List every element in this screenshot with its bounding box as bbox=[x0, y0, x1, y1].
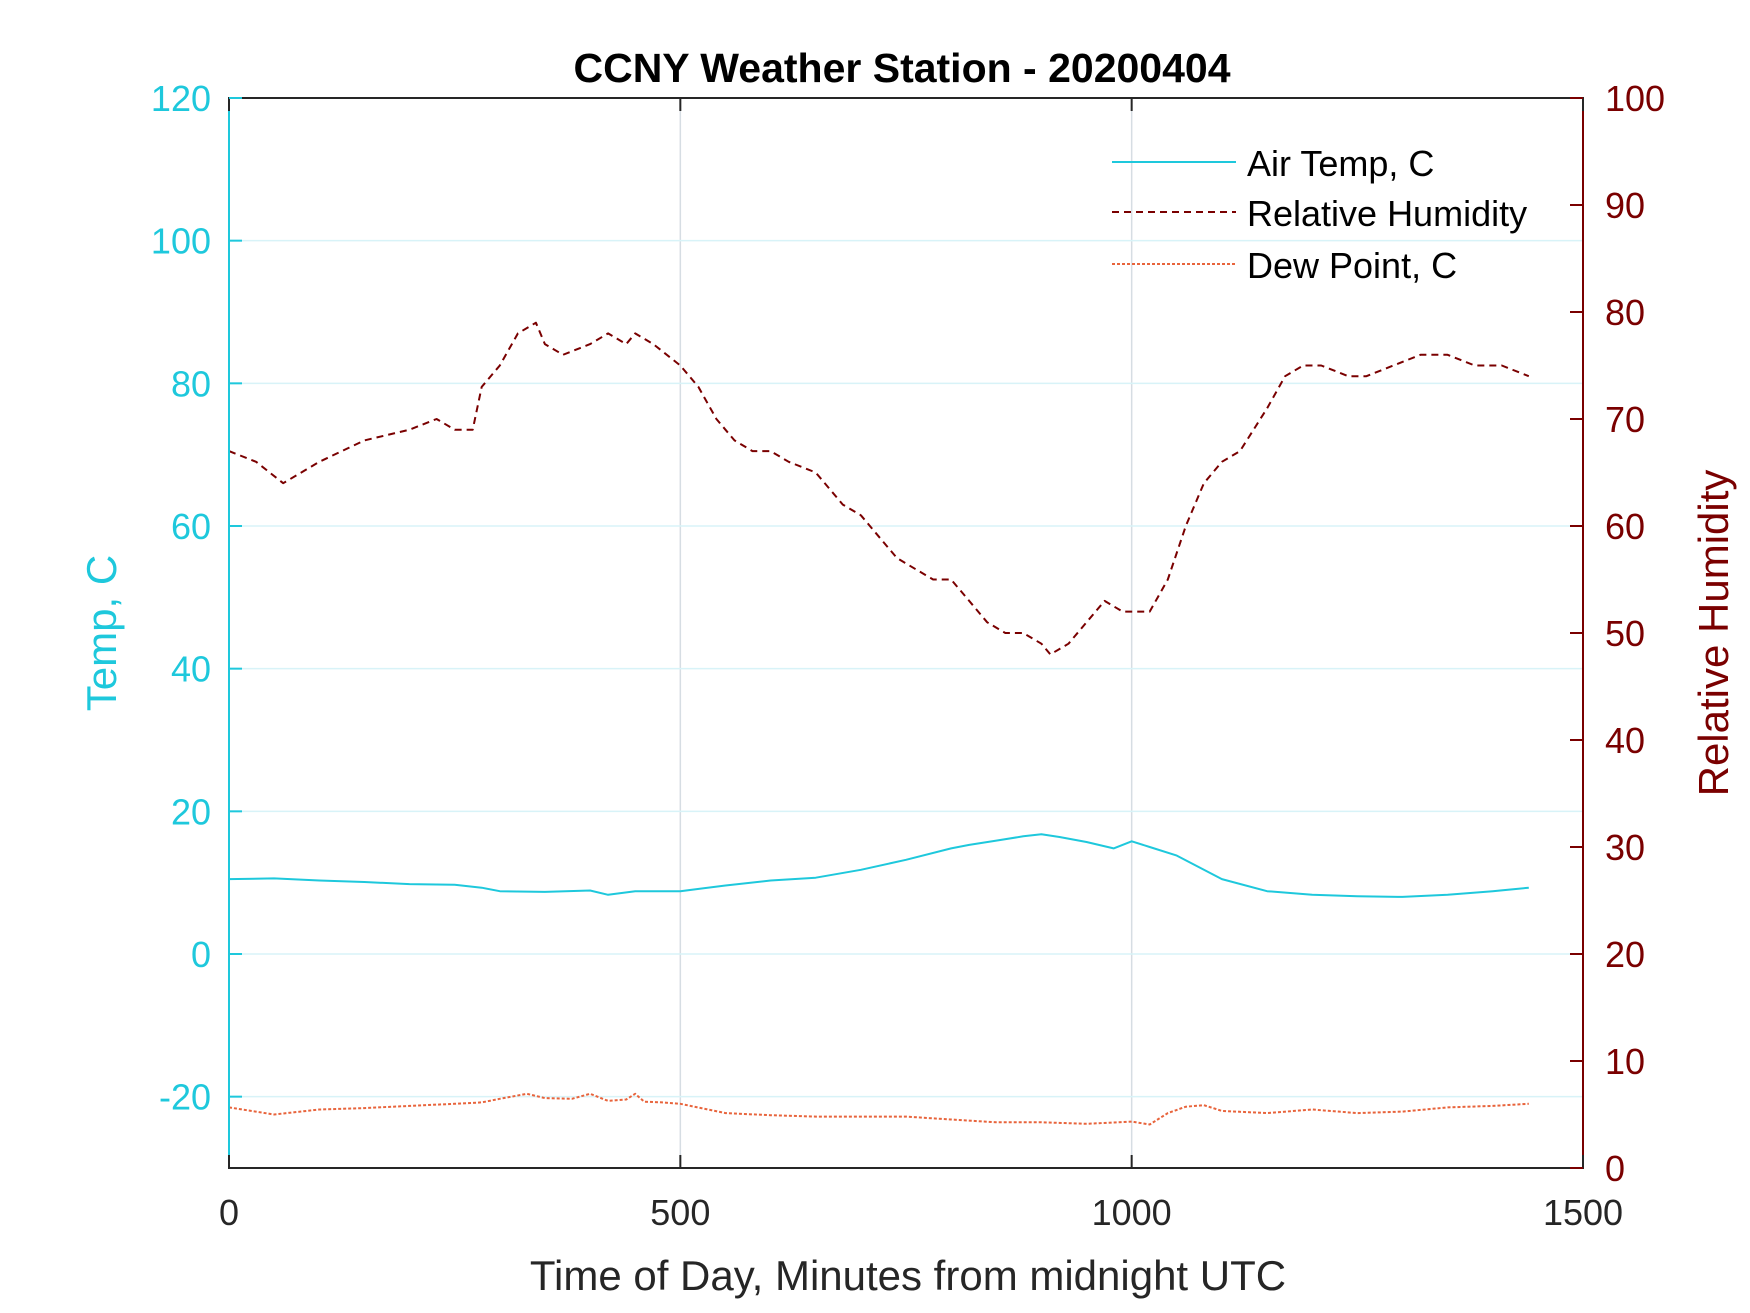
x-tick-label: 1500 bbox=[1543, 1192, 1623, 1233]
left-y-axis-label: Temp, C bbox=[78, 555, 125, 711]
right-y-tick-label: 100 bbox=[1605, 78, 1665, 119]
left-y-tick-label: 0 bbox=[191, 934, 211, 975]
right-y-tick-label: 60 bbox=[1605, 506, 1645, 547]
chart-title: CCNY Weather Station - 20200404 bbox=[573, 45, 1230, 91]
left-y-tick-label: -20 bbox=[159, 1077, 211, 1118]
right-y-tick-label: 90 bbox=[1605, 185, 1645, 226]
left-y-tick-label: 100 bbox=[151, 221, 211, 262]
x-axis-label: Time of Day, Minutes from midnight UTC bbox=[530, 1252, 1286, 1299]
series-lines bbox=[228, 321, 1530, 1126]
right-y-tick-label: 0 bbox=[1605, 1148, 1625, 1189]
legend-label-air-temp: Air Temp, C bbox=[1247, 143, 1434, 184]
legend: Air Temp, C Relative Humidity Dew Point,… bbox=[1112, 143, 1527, 286]
left-y-tick-label: 20 bbox=[171, 791, 211, 832]
right-y-tick-label: 10 bbox=[1605, 1041, 1645, 1082]
right-y-tick-label: 80 bbox=[1605, 292, 1645, 333]
axis-ticks: 0 500 1000 1500 -20 0 20 40 60 80 100 120 0 10 20 30 40 5… bbox=[151, 78, 1665, 1233]
left-y-tick-label: 80 bbox=[171, 363, 211, 404]
left-y-tick-label: 60 bbox=[171, 506, 211, 547]
x-tick-label: 1000 bbox=[1092, 1192, 1172, 1233]
left-y-tick-label: 120 bbox=[151, 78, 211, 119]
x-tick-label: 500 bbox=[650, 1192, 710, 1233]
x-tick-label: 0 bbox=[219, 1192, 239, 1233]
right-y-tick-label: 70 bbox=[1605, 399, 1645, 440]
right-y-tick-label: 50 bbox=[1605, 613, 1645, 654]
series-line-air-temp-c bbox=[228, 833, 1529, 898]
right-y-axis-label: Relative Humidity bbox=[1690, 470, 1737, 797]
left-y-tick-label: 40 bbox=[171, 649, 211, 690]
series-line-relative-humidity bbox=[228, 321, 1530, 656]
legend-label-relative-humidity: Relative Humidity bbox=[1247, 193, 1527, 234]
legend-label-dew-point: Dew Point, C bbox=[1247, 245, 1457, 286]
right-y-tick-label: 20 bbox=[1605, 934, 1645, 975]
series-line-dew-point-c bbox=[228, 1092, 1529, 1126]
right-y-tick-label: 30 bbox=[1605, 827, 1645, 868]
right-y-tick-label: 40 bbox=[1605, 720, 1645, 761]
grid-lines bbox=[229, 98, 1583, 1168]
